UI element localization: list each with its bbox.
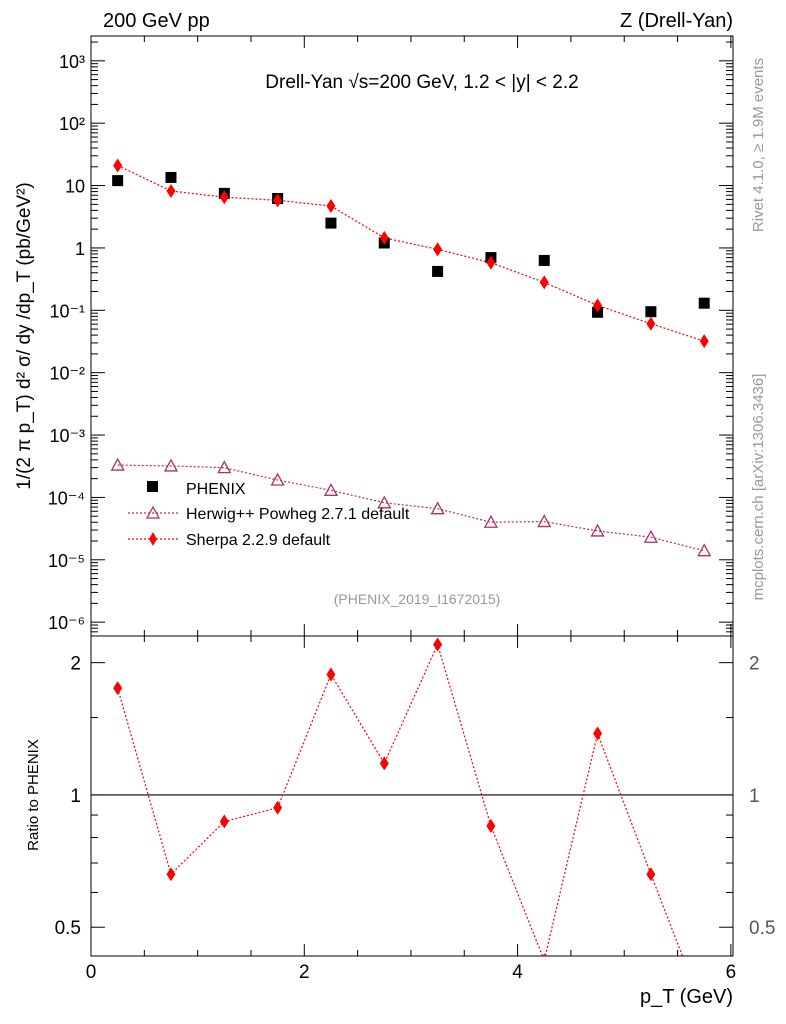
x-tick-label: 6 xyxy=(726,962,737,983)
point-herwig xyxy=(163,458,179,472)
ratio-series-group xyxy=(113,637,684,956)
analysis-tag: (PHENIX_2019_I1672015) xyxy=(334,591,501,607)
point-herwig xyxy=(110,457,125,471)
point-sherpa xyxy=(273,193,283,208)
point-sherpa xyxy=(379,230,389,245)
point-sherpa xyxy=(166,867,176,882)
point-sherpa xyxy=(433,242,443,257)
y-tick-label: 10³ xyxy=(59,52,85,72)
ratio-ylabel: Ratio to PHENIX xyxy=(25,739,42,851)
ratio-marks xyxy=(113,637,684,956)
point-sherpa xyxy=(113,681,123,696)
y-tick-label-right: 2 xyxy=(749,654,760,675)
point-phenix xyxy=(432,265,444,277)
legend-sherpa-marker xyxy=(149,532,157,546)
series-line-sherpa xyxy=(117,642,684,956)
point-sherpa xyxy=(486,818,496,833)
rivet-version-label: Rivet 4.1.0, ≥ 1.9M events xyxy=(750,58,767,232)
header-left-label: 200 GeV pp xyxy=(103,10,210,32)
y-tick-label: 1 xyxy=(70,786,81,807)
legend-phenix-marker xyxy=(147,481,158,492)
y-tick-label: 10⁻⁵ xyxy=(48,551,85,571)
point-sherpa xyxy=(433,637,443,652)
legend-herwig-label: Herwig++ Powheg 2.7.1 default xyxy=(186,506,410,523)
y-tick-label-right: 1 xyxy=(749,786,760,807)
point-sherpa xyxy=(593,298,603,313)
point-sherpa xyxy=(699,334,709,349)
x-tick-label: 2 xyxy=(299,962,310,983)
ratio-axes: 0 2 4 6 0.5 0.5 1 1 2 2 xyxy=(55,636,775,983)
x-tick-label: 0 xyxy=(86,962,97,983)
main-series-group xyxy=(110,158,712,557)
point-sherpa xyxy=(646,867,656,882)
point-sherpa xyxy=(326,667,336,682)
point-sherpa xyxy=(486,255,496,270)
point-sherpa xyxy=(166,183,176,198)
point-sherpa xyxy=(593,726,603,741)
legend-sherpa-label: Sherpa 2.2.9 default xyxy=(186,532,331,549)
point-herwig xyxy=(537,514,552,528)
point-sherpa xyxy=(326,199,336,214)
legend-herwig-marker xyxy=(145,505,161,519)
series-line-herwig xyxy=(117,464,705,552)
point-phenix xyxy=(112,175,124,187)
point-sherpa xyxy=(113,158,123,173)
point-phenix xyxy=(165,171,177,183)
main-marks xyxy=(110,158,712,557)
y-tick-label: 10⁻⁶ xyxy=(48,613,85,633)
y-tick-label: 0.5 xyxy=(55,918,81,939)
main-axes: 10⁻⁶ 10⁻⁵ 10⁻⁴ 10⁻³ 10⁻² 10⁻¹ 1 10 10² 10³ xyxy=(48,36,733,637)
point-sherpa xyxy=(219,814,229,829)
point-herwig xyxy=(697,543,712,557)
legend: PHENIX Herwig++ Powheg 2.7.1 default She… xyxy=(128,481,410,549)
y-tick-label-right: 0.5 xyxy=(749,918,775,939)
y-tick-label: 1 xyxy=(75,239,85,259)
point-phenix xyxy=(698,297,710,309)
y-tick-label: 10⁻⁴ xyxy=(48,488,85,508)
point-sherpa xyxy=(542,953,546,956)
point-phenix xyxy=(538,254,550,266)
point-herwig xyxy=(217,460,232,474)
point-herwig xyxy=(377,495,392,509)
xaxis-label: p_T (GeV) xyxy=(640,986,733,1008)
y-tick-label: 2 xyxy=(70,654,81,675)
point-sherpa xyxy=(539,275,549,290)
point-herwig xyxy=(590,523,605,537)
point-phenix xyxy=(645,306,657,318)
point-herwig xyxy=(270,472,285,486)
point-phenix xyxy=(325,217,337,229)
y-tick-label: 10⁻² xyxy=(49,364,85,384)
mcplots-label: mcplots.cern.ch [arXiv:1306.3436] xyxy=(750,374,767,601)
main-panel-title: Drell-Yan √s=200 GeV, 1.2 < |y| < 2.2 xyxy=(265,72,578,93)
point-sherpa xyxy=(646,316,656,331)
legend-phenix-label: PHENIX xyxy=(186,481,246,498)
ratio-panel-frame xyxy=(90,635,734,957)
point-herwig xyxy=(483,514,499,528)
point-herwig xyxy=(643,529,658,543)
header-right-label: Z (Drell-Yan) xyxy=(620,10,733,32)
x-tick-label: 4 xyxy=(512,962,523,983)
point-herwig xyxy=(323,482,339,496)
point-herwig xyxy=(430,501,445,515)
point-sherpa xyxy=(219,190,229,205)
y-tick-label: 10 xyxy=(65,177,85,197)
point-sherpa xyxy=(379,756,389,771)
y-tick-label: 10² xyxy=(59,114,85,134)
point-sherpa xyxy=(273,800,283,815)
series-line-sherpa xyxy=(117,164,705,342)
main-ylabel: 1/(2 π p_T) d² σ/ dy /dp_T (pb/GeV²) xyxy=(14,182,35,490)
y-tick-label: 10⁻³ xyxy=(49,426,85,446)
y-tick-label: 10⁻¹ xyxy=(49,301,85,321)
